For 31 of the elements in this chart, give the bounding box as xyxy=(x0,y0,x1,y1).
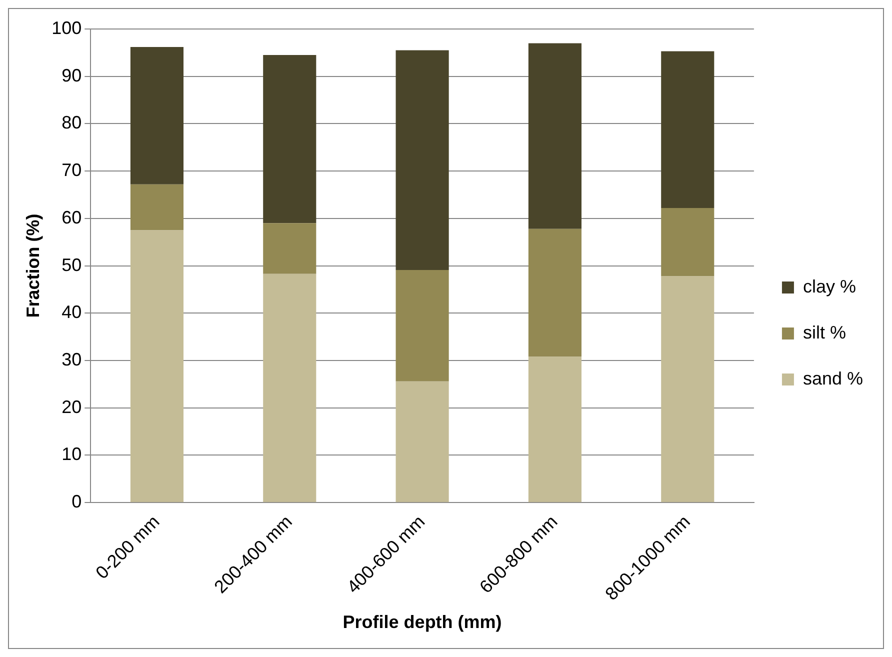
bar xyxy=(130,230,184,502)
bar xyxy=(130,184,184,230)
bar xyxy=(528,228,582,357)
bar xyxy=(661,276,714,502)
y-tick-label: 70 xyxy=(62,160,82,180)
bar xyxy=(661,208,714,276)
y-tick-label: 0 xyxy=(72,492,82,512)
bar xyxy=(396,270,449,382)
y-tick-label: 50 xyxy=(62,254,82,275)
y-tick-label: 60 xyxy=(62,207,82,228)
bar xyxy=(661,51,714,208)
bar xyxy=(263,274,316,502)
y-tick-label: 30 xyxy=(62,349,82,370)
bar xyxy=(396,50,449,270)
y-tick-label: 90 xyxy=(62,65,82,86)
bar xyxy=(130,46,184,184)
y-tick-label: 80 xyxy=(62,112,82,133)
y-tick-label: 20 xyxy=(62,396,82,417)
legend-label: clay % xyxy=(802,276,856,296)
y-tick-label: 10 xyxy=(62,444,82,464)
bar xyxy=(528,43,582,229)
bar xyxy=(263,223,316,274)
legend-label: sand % xyxy=(802,368,864,388)
bar xyxy=(263,55,316,224)
bar xyxy=(528,356,582,502)
legend-label: silt % xyxy=(802,322,846,342)
y-tick-label: 100 xyxy=(52,18,82,38)
x-axis-title: Profile depth (mm) xyxy=(342,612,502,632)
bar xyxy=(396,381,449,502)
y-tick-label: 40 xyxy=(62,302,82,322)
y-axis-title: Fraction (%) xyxy=(22,214,43,318)
